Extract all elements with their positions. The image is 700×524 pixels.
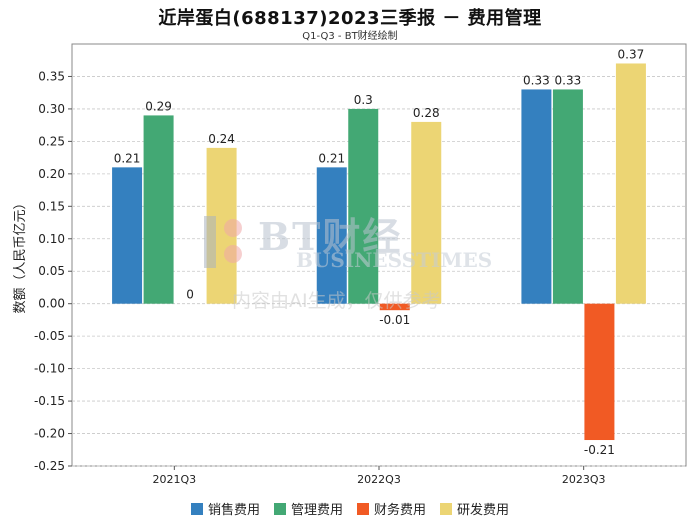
bar: [348, 108, 379, 304]
bar-value-label: 0.33: [523, 73, 550, 87]
y-tick-label: -0.20: [34, 427, 65, 441]
bar-value-label: 0.28: [413, 106, 440, 120]
legend-item: 管理费用: [273, 499, 343, 518]
legend-swatch: [440, 502, 453, 515]
bar: [584, 303, 615, 441]
bar-value-label: 0.3: [354, 93, 373, 107]
chart-title: 近岸蛋白(688137)2023三季报 － 费用管理: [158, 8, 542, 29]
legend-item: 研发费用: [440, 499, 509, 518]
legend-swatch: [190, 502, 203, 515]
bar: [552, 89, 583, 304]
y-tick-label: 0.35: [38, 69, 65, 83]
y-tick-label: -0.15: [34, 394, 65, 408]
legend-item: 财务费用: [357, 499, 426, 518]
legend-label: 管理费用: [290, 503, 343, 518]
x-tick-label: 2022Q3: [357, 473, 401, 486]
y-tick-label: 0.25: [38, 134, 65, 148]
y-tick-label: 0.30: [38, 102, 65, 116]
legend-swatch: [357, 502, 369, 515]
bar: [143, 115, 174, 304]
y-tick-label: 0.15: [38, 199, 65, 213]
chart-subtitle: Q1-Q3 - BT财经绘制: [302, 31, 398, 42]
legend-label: 研发费用: [457, 503, 510, 518]
y-tick-label: -0.25: [34, 459, 65, 473]
legend-label: 销售费用: [207, 503, 260, 518]
bar-value-label: 0.37: [618, 47, 645, 61]
legend-swatch: [273, 502, 286, 515]
bar-value-label: 0.21: [114, 151, 141, 165]
legend-label: 财务费用: [374, 503, 427, 518]
bar-value-label: -0.01: [379, 313, 410, 327]
bar-value-label: 0.21: [318, 151, 345, 165]
bar-value-label: 0.24: [208, 132, 235, 146]
y-tick-label: -0.10: [34, 362, 65, 376]
y-tick-label: 0.05: [38, 264, 65, 278]
bar: [379, 303, 410, 311]
x-tick-label: 2021Q3: [153, 473, 197, 486]
bar-value-label: 0.33: [555, 73, 582, 87]
bar: [206, 147, 237, 304]
legend: 销售费用 管理费用 财务费用 研发费用: [0, 499, 700, 518]
legend-item: 销售费用: [190, 499, 260, 518]
bar: [411, 121, 442, 304]
bar: [112, 167, 143, 304]
y-tick-label: -0.05: [34, 329, 65, 343]
y-tick-label: 0.20: [38, 167, 65, 181]
bar: [316, 167, 347, 304]
bar-value-label: 0: [186, 288, 194, 302]
bar: [615, 63, 646, 304]
bar: [521, 89, 552, 304]
y-axis-label: 数额（人民币亿元）: [13, 196, 28, 313]
x-tick-label: 2023Q3: [562, 473, 606, 486]
bar-value-label: -0.21: [584, 443, 615, 457]
bar-value-label: 0.29: [145, 99, 172, 113]
y-tick-label: 0.00: [38, 297, 65, 311]
y-tick-label: 0.10: [38, 232, 65, 246]
